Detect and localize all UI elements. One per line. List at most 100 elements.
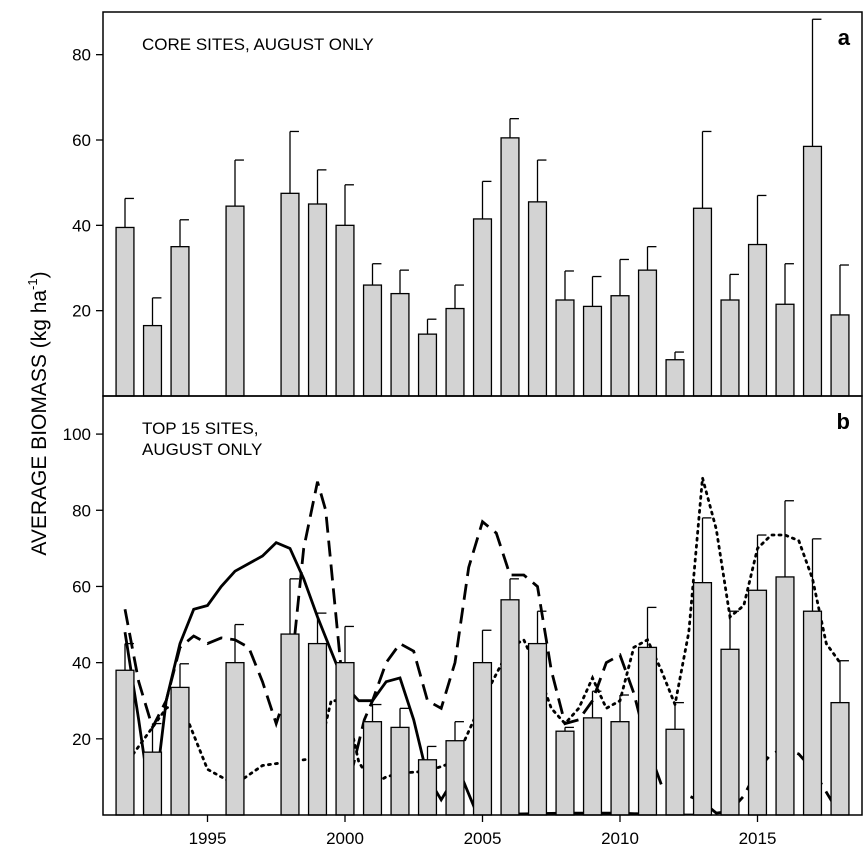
error-bar — [124, 642, 134, 671]
bar — [225, 205, 245, 397]
bar — [775, 303, 795, 397]
error-bar — [399, 269, 409, 294]
annotation: AUGUST ONLY — [142, 440, 262, 459]
error-bar — [179, 663, 189, 688]
bar — [527, 642, 548, 816]
error-bar — [234, 623, 244, 663]
error-bar — [371, 703, 382, 722]
x-tick-label: 1995 — [189, 829, 227, 848]
bar — [115, 226, 135, 397]
bar — [390, 292, 410, 397]
error-bar — [151, 297, 162, 326]
bar — [280, 192, 300, 397]
error-bar — [536, 610, 547, 644]
y-tick-label: 60 — [72, 577, 91, 596]
bar — [747, 243, 768, 397]
bar — [775, 576, 795, 816]
error-bar — [839, 660, 849, 703]
error-bar — [124, 197, 134, 228]
bar — [500, 137, 520, 397]
error-bar — [454, 284, 464, 309]
error-bar — [289, 578, 299, 635]
error-bar — [784, 500, 794, 577]
error-bar — [179, 219, 189, 247]
error-bar — [399, 707, 409, 728]
bar — [747, 589, 768, 816]
bar — [692, 581, 713, 816]
error-bar — [591, 690, 602, 718]
error-bar — [811, 18, 822, 147]
trend-line — [123, 481, 842, 815]
trend-line — [123, 477, 842, 787]
bar — [830, 701, 850, 816]
y-axis-label-sup: -1 — [25, 278, 40, 290]
bar — [307, 642, 328, 816]
bar — [555, 299, 575, 397]
bar — [115, 669, 135, 816]
y-tick-label: 20 — [72, 730, 91, 749]
y-axis-label-suffix: ) — [28, 271, 51, 278]
bar — [830, 314, 850, 397]
error-bar — [509, 118, 519, 138]
error-bar — [371, 263, 382, 286]
bar — [445, 740, 465, 816]
error-bar — [674, 701, 684, 730]
bar — [802, 610, 823, 816]
bar — [692, 207, 713, 397]
y-tick-label: 20 — [72, 302, 91, 321]
error-bar — [564, 270, 574, 300]
error-bar — [289, 130, 299, 194]
bar — [142, 324, 163, 397]
error-bar — [701, 517, 712, 583]
error-bar — [426, 745, 437, 760]
error-bar — [756, 194, 767, 245]
x-tick-label: 2010 — [601, 829, 639, 848]
error-bar — [646, 606, 657, 648]
error-bar — [481, 629, 492, 663]
bar — [335, 661, 355, 816]
bar — [307, 203, 328, 397]
bar — [362, 721, 383, 816]
error-bar — [784, 263, 794, 305]
bar — [335, 224, 355, 397]
bar — [362, 284, 383, 397]
error-bar — [234, 159, 244, 207]
error-bar — [839, 264, 849, 315]
bar — [417, 333, 438, 397]
error-bar — [619, 258, 629, 296]
y-tick-label: 60 — [72, 131, 91, 150]
bar — [555, 730, 575, 816]
error-bar — [674, 351, 684, 360]
annotation: TOP 15 SITES, — [142, 419, 259, 438]
error-bar — [811, 538, 822, 612]
annotation: CORE SITES, AUGUST ONLY — [142, 35, 374, 54]
error-bar — [646, 246, 657, 271]
bar — [610, 721, 630, 816]
bar — [472, 661, 493, 816]
y-tick-label: 40 — [72, 216, 91, 235]
error-bar — [729, 273, 739, 300]
error-bar — [151, 722, 162, 753]
error-bar — [426, 318, 437, 335]
error-bar — [619, 694, 629, 722]
bar — [170, 246, 190, 397]
bar — [417, 759, 438, 816]
error-bar — [509, 578, 519, 600]
bar — [665, 359, 685, 397]
y-axis-label: AVERAGE BIOMASS (kg ha-1) — [25, 271, 51, 555]
y-tick-label: 100 — [63, 425, 91, 444]
error-bar — [481, 180, 492, 219]
bar — [665, 728, 685, 816]
error-bar — [701, 130, 712, 209]
error-bar — [344, 184, 354, 226]
bar — [170, 686, 190, 816]
error-bar — [344, 625, 354, 663]
bar — [527, 201, 548, 397]
bar — [390, 726, 410, 816]
error-bar — [729, 610, 739, 650]
error-bar — [756, 534, 767, 591]
error-bar — [536, 159, 547, 202]
error-bar — [564, 726, 574, 732]
bar — [637, 269, 658, 397]
